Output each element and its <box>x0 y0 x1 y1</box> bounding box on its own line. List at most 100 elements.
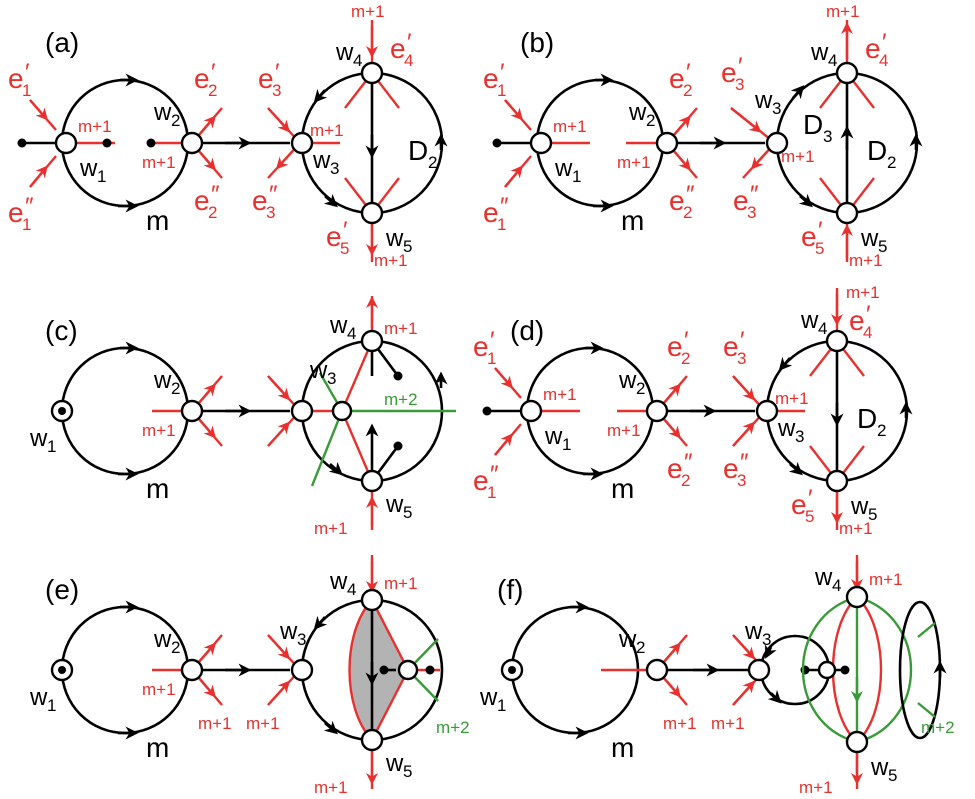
svg-text:′: ′ <box>25 59 30 86</box>
vertex-w1 <box>54 131 78 155</box>
svg-text:m: m <box>146 205 169 236</box>
svg-text:5: 5 <box>805 507 814 526</box>
svg-text:e: e <box>723 331 739 362</box>
svg-text:1: 1 <box>22 81 31 100</box>
svg-text:′: ′ <box>882 29 887 56</box>
svg-text:2: 2 <box>171 379 180 398</box>
svg-text:e: e <box>258 63 274 94</box>
svg-text:m: m <box>611 732 634 763</box>
svg-text:3: 3 <box>737 349 746 368</box>
svg-text:′: ′ <box>343 217 348 244</box>
svg-text:w: w <box>312 147 331 174</box>
svg-text:w: w <box>309 357 328 384</box>
svg-text:′: ′ <box>490 327 495 354</box>
svg-text:w: w <box>335 39 354 66</box>
svg-text:m+1: m+1 <box>78 117 112 136</box>
svg-text:w: w <box>79 155 98 182</box>
svg-text:w: w <box>153 367 172 394</box>
svg-text:1: 1 <box>47 437 56 456</box>
svg-text:w: w <box>554 155 573 182</box>
svg-text:w: w <box>385 225 404 252</box>
svg-text:′: ′ <box>738 53 743 80</box>
svg-text:″: ″ <box>211 181 220 208</box>
svg-text:1: 1 <box>497 81 506 100</box>
svg-text:w: w <box>628 99 647 126</box>
svg-text:e: e <box>791 489 807 520</box>
svg-text:m+1: m+1 <box>384 319 418 338</box>
svg-text:w: w <box>479 684 498 711</box>
svg-text:m+1: m+1 <box>849 251 883 270</box>
svg-text:e: e <box>483 63 499 94</box>
svg-text:3: 3 <box>823 127 832 146</box>
vertex-w4 <box>360 61 384 85</box>
svg-text:m+1: m+1 <box>553 117 587 136</box>
panel-b: (b) <box>483 2 923 270</box>
svg-text:′: ′ <box>818 217 823 244</box>
svg-text:m+1: m+1 <box>142 153 176 172</box>
svg-text:e: e <box>667 453 683 484</box>
svg-text:1: 1 <box>487 483 496 502</box>
svg-text:m+1: m+1 <box>846 283 880 302</box>
svg-text:′: ′ <box>407 29 412 56</box>
svg-text:m+1: m+1 <box>351 2 385 21</box>
svg-text:5: 5 <box>403 503 412 522</box>
svg-text:4: 4 <box>404 51 413 70</box>
svg-text:e: e <box>8 197 24 228</box>
svg-text:5: 5 <box>815 239 824 258</box>
svg-text:2: 2 <box>877 421 886 440</box>
vertex-w5 <box>360 201 384 225</box>
svg-text:2: 2 <box>171 111 180 130</box>
svg-text:w: w <box>329 568 348 595</box>
svg-text:1: 1 <box>487 349 496 368</box>
svg-text:5: 5 <box>403 237 412 256</box>
svg-text:m: m <box>611 473 634 504</box>
svg-text:2: 2 <box>646 111 655 130</box>
svg-text:w: w <box>850 493 869 520</box>
svg-text:m+1: m+1 <box>826 2 860 21</box>
svg-text:w: w <box>153 626 172 653</box>
vertex-w2 <box>180 131 204 155</box>
svg-text:e: e <box>801 221 817 252</box>
svg-text:3: 3 <box>272 81 281 100</box>
svg-text:m: m <box>146 732 169 763</box>
svg-text:m+1: m+1 <box>543 385 577 404</box>
svg-text:″: ″ <box>684 449 693 476</box>
svg-text:5: 5 <box>888 766 897 785</box>
svg-text:D: D <box>408 135 428 166</box>
svg-text:2: 2 <box>636 638 645 657</box>
svg-text:m+1: m+1 <box>663 714 697 733</box>
svg-text:e: e <box>849 305 865 336</box>
svg-text:4: 4 <box>353 51 362 70</box>
svg-text:m+1: m+1 <box>142 421 176 440</box>
svg-text:e: e <box>8 63 24 94</box>
svg-text:D: D <box>867 135 887 166</box>
svg-text:2: 2 <box>887 153 896 172</box>
vertex-w3 <box>290 131 314 155</box>
svg-text:″: ″ <box>686 181 695 208</box>
svg-text:w: w <box>754 87 773 114</box>
svg-text:D: D <box>857 403 877 434</box>
panel-c: (c) <box>29 296 456 538</box>
svg-text:m+1: m+1 <box>781 147 815 166</box>
svg-text:m+1: m+1 <box>711 714 745 733</box>
svg-text:′: ′ <box>740 327 745 354</box>
svg-text:(c): (c) <box>45 315 78 346</box>
svg-text:m+1: m+1 <box>246 714 280 733</box>
svg-text:5: 5 <box>868 505 877 524</box>
svg-text:w: w <box>153 99 172 126</box>
svg-text:1: 1 <box>562 435 571 454</box>
svg-text:′: ′ <box>684 327 689 354</box>
svg-text:m: m <box>621 205 644 236</box>
svg-text:w: w <box>870 754 889 781</box>
svg-text:(d): (d) <box>510 315 544 346</box>
svg-text:4: 4 <box>347 580 356 599</box>
svg-text:1: 1 <box>497 215 506 234</box>
svg-text:2: 2 <box>428 153 437 172</box>
svg-text:2: 2 <box>208 203 217 222</box>
svg-text:″: ″ <box>740 449 749 476</box>
svg-text:2: 2 <box>171 638 180 657</box>
svg-text:e: e <box>326 221 342 252</box>
svg-text:5: 5 <box>340 239 349 258</box>
svg-text:w: w <box>810 39 829 66</box>
